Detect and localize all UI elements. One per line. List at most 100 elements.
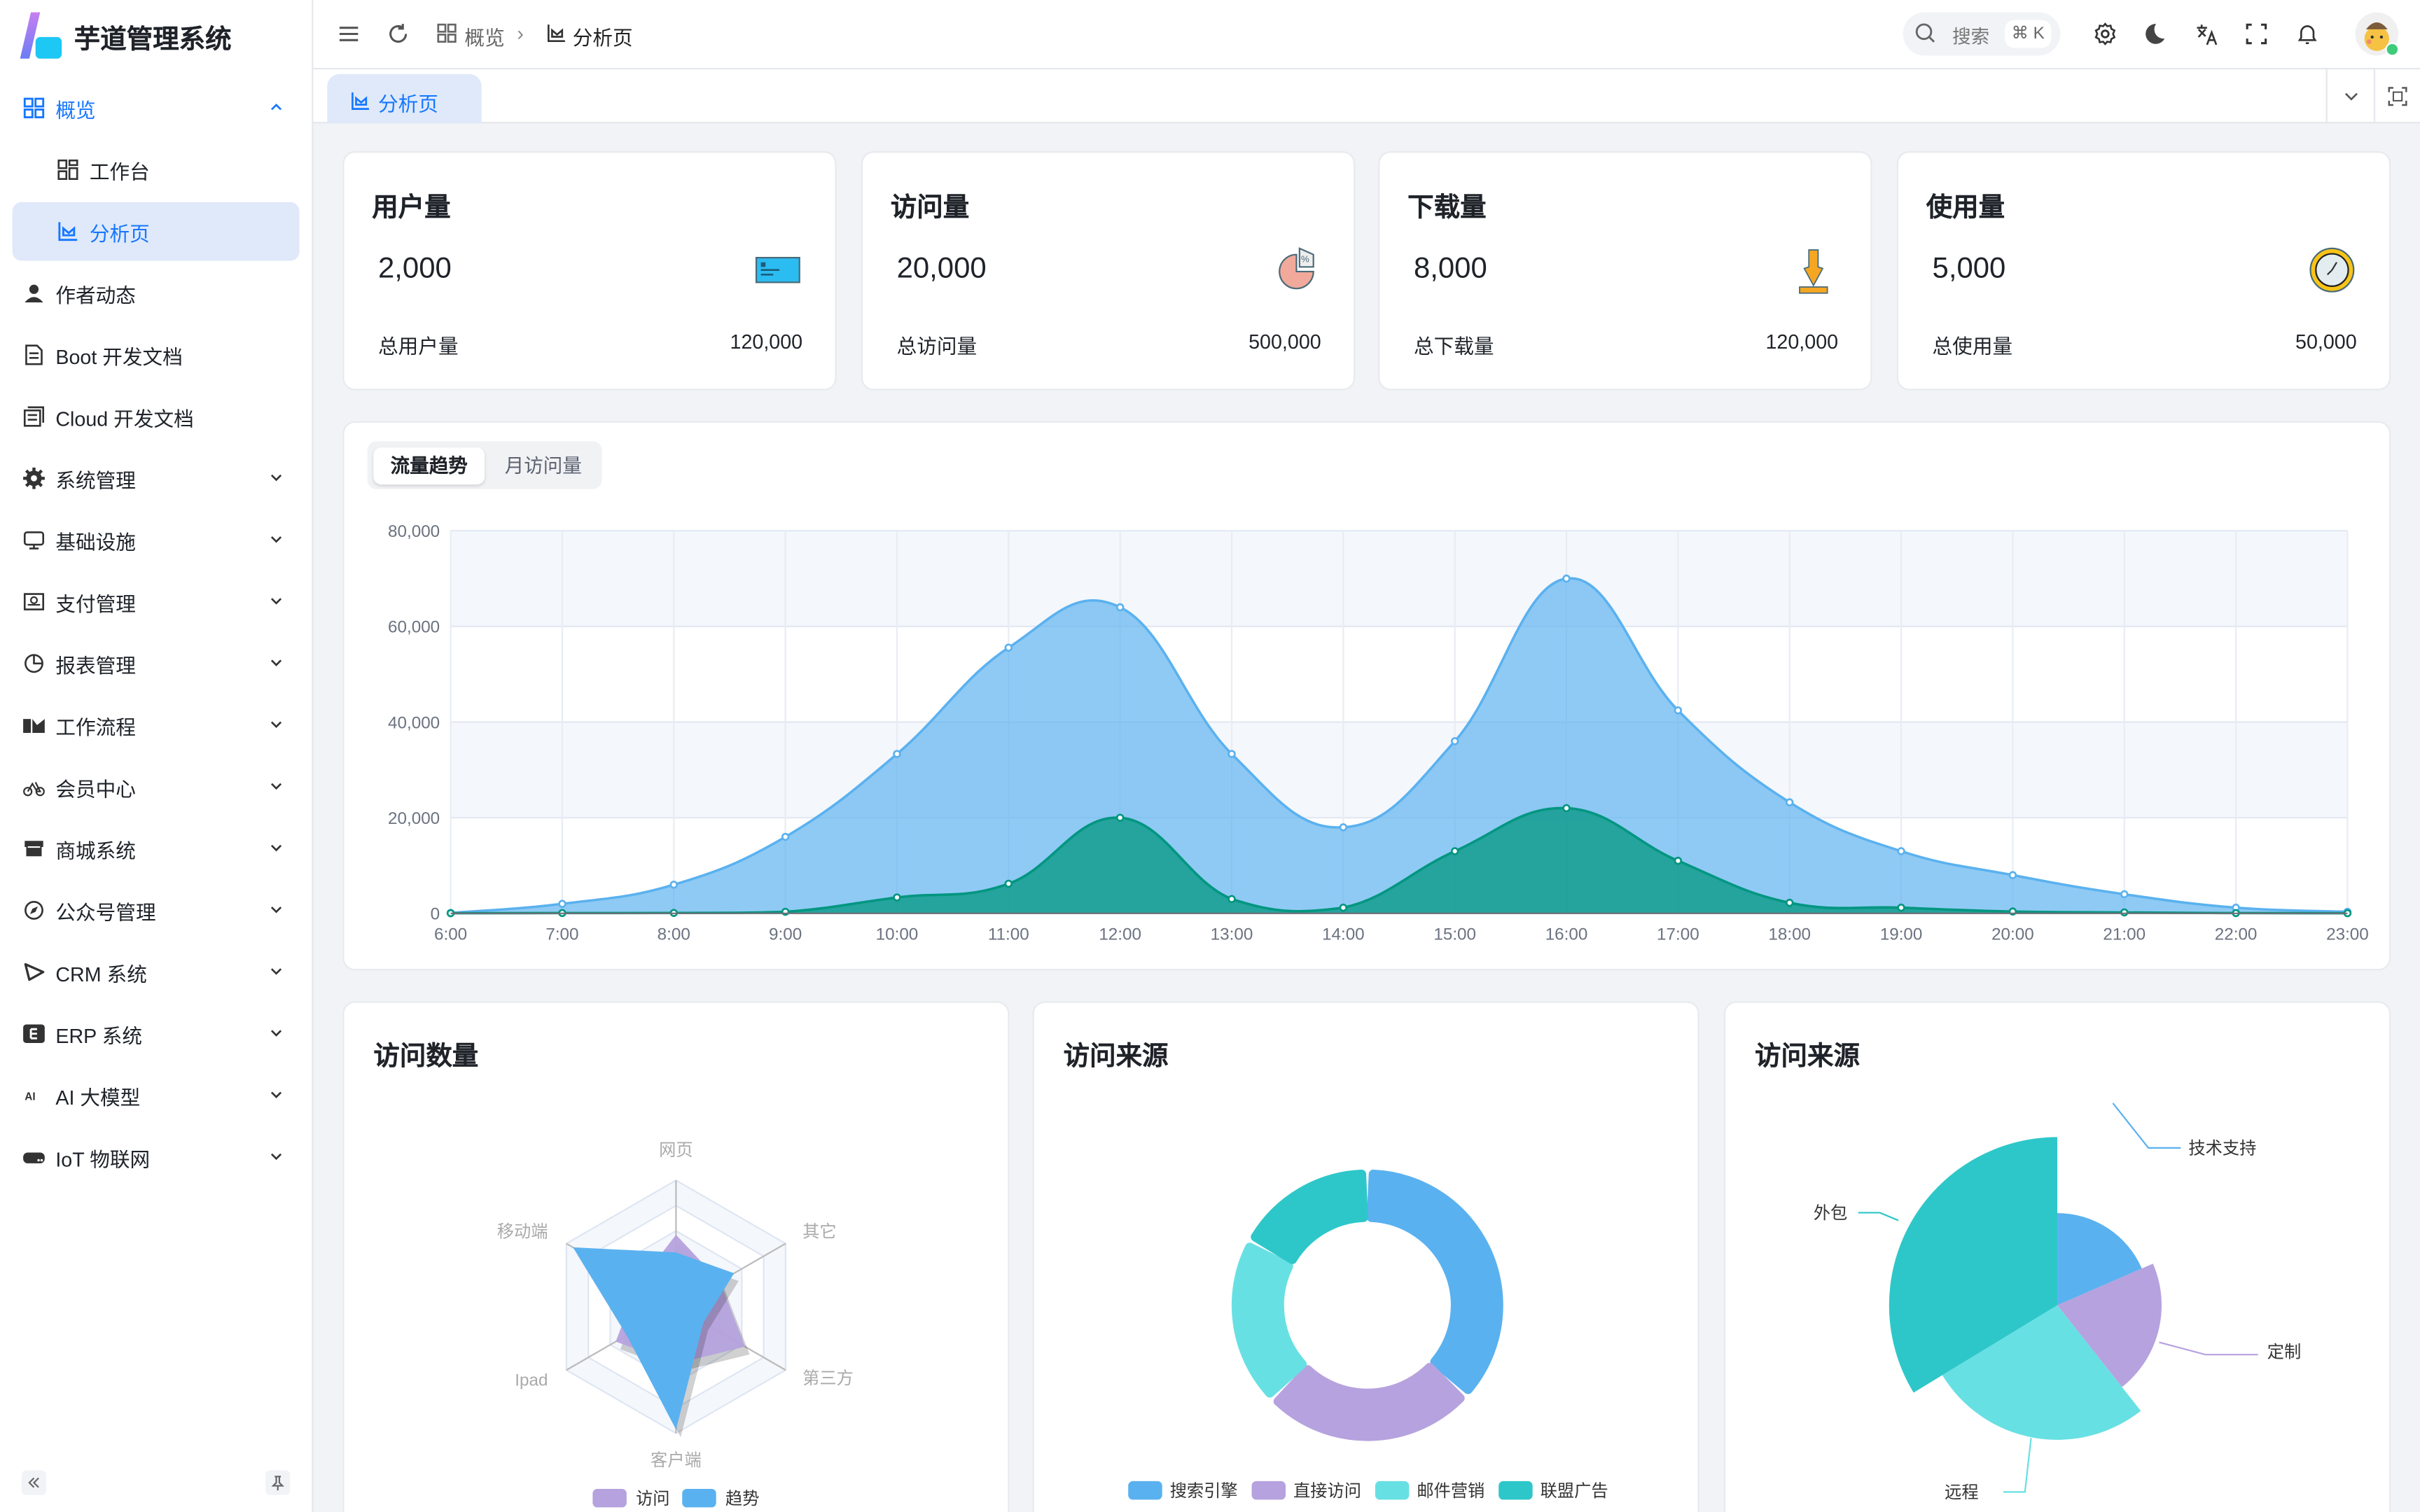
sidebar-item-6[interactable]: 系统管理 — [13, 449, 300, 507]
legend-swatch[interactable] — [592, 1488, 627, 1508]
rose-slice[interactable] — [2057, 1213, 2142, 1306]
data-point[interactable] — [1785, 798, 1794, 806]
data-point[interactable] — [558, 899, 566, 908]
sidebar-item-3[interactable]: 作者动态 — [13, 264, 300, 323]
avatar[interactable] — [2355, 12, 2401, 59]
data-point[interactable] — [1228, 750, 1236, 758]
breadcrumb-overview[interactable]: 概览 — [464, 26, 505, 50]
search-button[interactable]: 搜索 ⌘ K — [1903, 12, 2061, 56]
data-point[interactable] — [893, 893, 901, 902]
stat-footer-label: 总用户量 — [378, 335, 459, 358]
data-point[interactable] — [1897, 847, 1905, 855]
data-point[interactable] — [1004, 643, 1013, 652]
data-point[interactable] — [1450, 737, 1459, 746]
rose-slice[interactable] — [1942, 1305, 2141, 1440]
legend-label[interactable]: 直接访问 — [1293, 1482, 1361, 1501]
donut-title: 访问来源 — [1063, 1041, 1169, 1071]
data-point[interactable] — [1228, 895, 1236, 904]
legend-label[interactable]: 联盟广告 — [1541, 1482, 1608, 1501]
sidebar-item-11[interactable]: 会员中心 — [13, 757, 300, 816]
notification-bell-icon[interactable] — [2295, 22, 2319, 46]
rose-slice[interactable] — [2057, 1264, 2162, 1387]
legend-swatch[interactable] — [1375, 1480, 1410, 1500]
data-point[interactable] — [893, 750, 901, 758]
stat-value: 20,000 — [896, 253, 987, 286]
erp-icon — [23, 1024, 45, 1043]
data-point[interactable] — [1004, 879, 1013, 888]
data-point[interactable] — [2120, 890, 2129, 899]
sidebar-item-17[interactable]: IoT 物联网 — [13, 1128, 300, 1186]
legend-swatch[interactable] — [1128, 1480, 1162, 1500]
sidebar-item-10[interactable]: 工作流程 — [13, 696, 300, 755]
sidebar-item-label: 工作流程 — [55, 715, 136, 738]
data-point[interactable] — [1115, 813, 1125, 822]
grid-band — [450, 531, 2348, 626]
sidebar-item-12[interactable]: 商城系统 — [13, 819, 300, 878]
pie-percent-icon: % — [1279, 247, 1314, 290]
sidebar-item-8[interactable]: 支付管理 — [13, 573, 300, 631]
data-point[interactable] — [2008, 871, 2017, 879]
legend-swatch[interactable] — [682, 1488, 716, 1508]
donut-slice[interactable] — [1231, 1242, 1307, 1398]
sidebar-item-15[interactable]: ERP 系统 — [13, 1004, 300, 1063]
sidebar-item-5[interactable]: Cloud 开发文档 — [13, 387, 300, 446]
sidebar-item-2[interactable]: 分析页 — [12, 202, 300, 261]
dark-mode-icon[interactable] — [2142, 22, 2167, 46]
sidebar-item-16[interactable]: AI AI 大模型 — [13, 1066, 300, 1125]
legend-swatch[interactable] — [1251, 1480, 1286, 1500]
refresh-icon[interactable] — [386, 22, 410, 46]
data-point[interactable] — [2120, 908, 2129, 917]
data-point[interactable] — [1339, 903, 1348, 912]
settings-icon[interactable] — [2093, 22, 2118, 46]
maximize-content-icon[interactable] — [2388, 86, 2408, 106]
legend-label[interactable]: 访问 — [636, 1490, 669, 1508]
menu-icon[interactable] — [336, 22, 361, 46]
data-point[interactable] — [1339, 823, 1348, 832]
sidebar-item-4[interactable]: Boot 开发文档 — [13, 326, 300, 384]
sidebar-item-0[interactable]: 概览 — [13, 78, 300, 137]
rose-slice-label: 定制 — [2267, 1343, 2301, 1362]
data-point[interactable] — [1674, 856, 1683, 865]
tab-monthly-visits[interactable]: 月访问量 — [504, 455, 582, 477]
collapse-sidebar-icon[interactable] — [21, 1470, 47, 1495]
pin-icon[interactable] — [265, 1470, 291, 1495]
legend-label[interactable]: 邮件营销 — [1417, 1482, 1484, 1501]
legend-label[interactable]: 趋势 — [725, 1490, 759, 1508]
stat-footer-label: 总下载量 — [1413, 335, 1494, 358]
sidebar-item-7[interactable]: 基础设施 — [13, 511, 300, 570]
radar-indicator-label: Ipad — [515, 1371, 548, 1390]
data-point[interactable] — [1674, 706, 1683, 715]
tab-analysis[interactable]: 分析页 — [327, 74, 482, 124]
sidebar-item-9[interactable]: 报表管理 — [13, 634, 300, 693]
sidebar-item-1[interactable]: 工作台 — [13, 141, 300, 200]
data-point[interactable] — [781, 832, 790, 841]
rose-slice[interactable] — [1889, 1137, 2058, 1393]
data-point[interactable] — [1562, 574, 1571, 583]
sidebar-item-label: 商城系统 — [55, 838, 136, 862]
data-point[interactable] — [669, 881, 679, 889]
data-point[interactable] — [1897, 903, 1905, 912]
data-point[interactable] — [1450, 847, 1459, 855]
fullscreen-icon[interactable] — [2244, 22, 2269, 46]
data-point[interactable] — [1115, 603, 1125, 612]
sidebar-item-label: 工作台 — [89, 160, 150, 183]
breadcrumb-analysis[interactable]: 分析页 — [572, 26, 633, 50]
stat-value: 8,000 — [1413, 253, 1487, 286]
data-point[interactable] — [1785, 898, 1794, 907]
rose-title: 访问来源 — [1755, 1041, 1860, 1071]
tab-traffic-trend[interactable]: 流量趋势 — [373, 447, 485, 485]
donut-slice[interactable] — [1366, 1169, 1503, 1394]
legend-swatch[interactable] — [1498, 1480, 1533, 1500]
donut-slice[interactable] — [1251, 1169, 1368, 1264]
translate-icon[interactable] — [2195, 22, 2219, 46]
y-tick-label: 60,000 — [388, 618, 440, 637]
x-tick-label: 19:00 — [1880, 925, 1923, 944]
donut-slice[interactable] — [1273, 1363, 1465, 1441]
chevron-down-icon[interactable] — [2343, 88, 2360, 105]
sidebar-item-14[interactable]: CRM 系统 — [13, 943, 300, 1002]
radar-series-1[interactable] — [573, 1247, 735, 1430]
iot-icon — [23, 1152, 45, 1163]
data-point[interactable] — [1562, 804, 1571, 813]
legend-label[interactable]: 搜索引擎 — [1170, 1482, 1238, 1501]
sidebar-item-13[interactable]: 公众号管理 — [13, 881, 300, 940]
